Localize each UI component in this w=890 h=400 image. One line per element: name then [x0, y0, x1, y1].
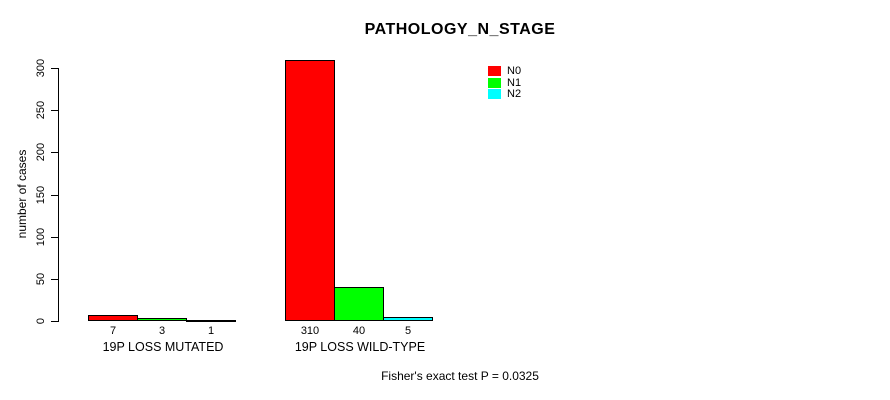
legend-label: N1: [507, 76, 522, 89]
legend-entry-n1: N1: [488, 76, 522, 89]
legend-swatch-n1: [488, 77, 501, 88]
statistical-test-note: Fisher's exact test P = 0.0325: [381, 369, 539, 383]
legend-swatch-n0: [488, 66, 501, 76]
y-axis-tick: [51, 321, 58, 322]
bar-value-label: 3: [158, 325, 166, 337]
bar-n1-2: [334, 287, 384, 321]
bar-n1-1: [137, 318, 187, 321]
bar-value-label: 310: [300, 325, 320, 337]
bar-value-label: 7: [109, 325, 117, 337]
category-label: 19P LOSS WILD-TYPE: [294, 340, 426, 354]
bar-n0-1: [88, 315, 138, 321]
legend-label: N0: [507, 65, 522, 77]
y-axis-tick-label: 300: [35, 58, 47, 78]
y-axis-tick: [51, 68, 58, 69]
bar-n0-2: [285, 60, 335, 321]
y-axis-tick: [51, 152, 58, 153]
y-axis-tick: [51, 110, 58, 111]
chart-title: PATHOLOGY_N_STAGE: [364, 21, 556, 38]
legend: N0 N1 N2: [488, 66, 521, 101]
bar-value-label: 1: [207, 325, 215, 337]
legend-entry-n0: N0: [488, 65, 522, 77]
legend-swatch-n2: [488, 89, 501, 99]
y-axis-title: number of cases: [15, 149, 29, 239]
legend-label: N2: [507, 88, 522, 100]
bar-value-label: 5: [404, 325, 412, 337]
y-axis-line: [58, 68, 59, 322]
legend-entry-n2: N2: [488, 88, 522, 100]
bar-value-label: 40: [352, 325, 366, 337]
y-axis-tick: [51, 237, 58, 238]
bar-n2-1: [186, 320, 236, 322]
category-label: 19P LOSS MUTATED: [102, 340, 224, 354]
y-axis-tick-label: 150: [35, 185, 47, 205]
y-axis-tick: [51, 195, 58, 196]
y-axis-tick: [51, 279, 58, 280]
bar-n2-2: [383, 317, 433, 321]
